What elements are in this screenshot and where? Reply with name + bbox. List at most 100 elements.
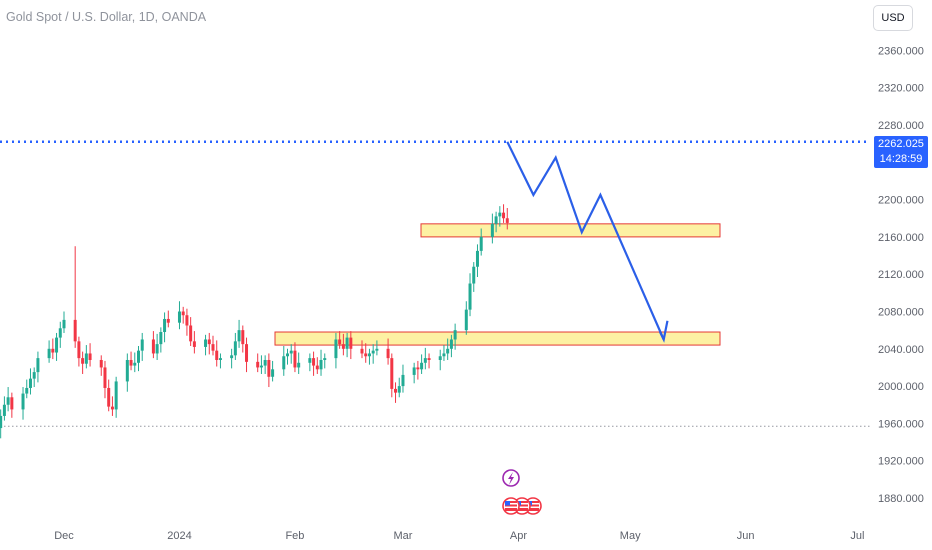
y-tick-label: 2360.000 xyxy=(878,45,924,57)
candle-body xyxy=(125,359,129,382)
candle-body xyxy=(468,283,472,310)
candle-body xyxy=(267,359,271,377)
candle-body xyxy=(192,341,196,347)
candle-body xyxy=(498,212,502,217)
candle-body xyxy=(207,339,211,345)
event-markers[interactable] xyxy=(502,469,542,515)
last-price-tag: 2262.025 14:28:59 xyxy=(874,136,928,168)
candle-body xyxy=(28,378,32,388)
candle-body xyxy=(341,344,345,349)
bar-countdown: 14:28:59 xyxy=(879,153,923,165)
zone-rectangle[interactable] xyxy=(420,223,721,238)
candle-body xyxy=(181,311,185,316)
candle-body xyxy=(338,339,342,345)
y-tick-label: 2320.000 xyxy=(878,83,924,95)
candle-body xyxy=(308,358,312,363)
x-axis[interactable]: Dec 2024 Feb Mar Apr May Jun Jul xyxy=(54,530,864,542)
candle-body xyxy=(502,212,506,219)
candle-body xyxy=(47,348,51,359)
projection-path xyxy=(506,141,669,343)
candle-body xyxy=(140,339,144,351)
candle-body xyxy=(364,353,368,357)
candle-body xyxy=(367,353,371,357)
candle-body xyxy=(151,339,155,354)
candle-body xyxy=(390,358,394,389)
candle-body xyxy=(446,348,450,354)
lightning-event-icon[interactable] xyxy=(502,469,520,487)
candle-body xyxy=(166,318,170,323)
candle-body xyxy=(189,325,193,342)
candle-body xyxy=(416,367,420,370)
candle-body xyxy=(375,348,379,351)
y-tick-label: 2280.000 xyxy=(878,120,924,132)
supply-demand-zones xyxy=(274,223,721,346)
candle-body xyxy=(334,339,338,359)
candle-body xyxy=(453,330,457,340)
y-tick-label: 2080.000 xyxy=(878,307,924,319)
candle-body xyxy=(282,356,286,370)
y-axis[interactable]: 2360.0002320.0002280.0002240.0002200.000… xyxy=(878,45,924,505)
y-tick-label: 1880.000 xyxy=(878,493,924,505)
candle-body xyxy=(394,388,398,393)
candle-body xyxy=(490,223,494,237)
candle-body xyxy=(289,350,293,354)
x-tick-label: Dec xyxy=(54,530,74,542)
candle-body xyxy=(420,362,424,370)
candle-body xyxy=(0,415,3,429)
candle-body xyxy=(211,344,215,351)
candle-body xyxy=(494,216,498,224)
candle-body xyxy=(177,311,181,323)
candle-body xyxy=(218,358,222,360)
currency-button[interactable]: USD xyxy=(873,5,913,31)
candle-body xyxy=(185,315,189,326)
candle-body xyxy=(423,358,427,363)
x-tick-label: Apr xyxy=(510,530,527,542)
x-tick-label: Feb xyxy=(285,530,304,542)
projection-polyline[interactable] xyxy=(506,141,665,340)
candle-body xyxy=(163,318,167,333)
candle-body xyxy=(479,236,483,251)
candle-body xyxy=(2,404,6,416)
projection-arrowhead xyxy=(659,320,669,343)
candle-body xyxy=(241,330,245,345)
y-tick-label: 2040.000 xyxy=(878,344,924,356)
candle-body xyxy=(25,387,29,394)
candle-body xyxy=(259,365,263,368)
candle-body xyxy=(6,397,10,405)
candle-body xyxy=(371,350,375,354)
candle-body xyxy=(245,344,249,362)
candle-body xyxy=(401,374,405,387)
candle-body xyxy=(449,339,453,349)
candlestick-series xyxy=(0,204,509,439)
zone-rectangle[interactable] xyxy=(274,331,721,346)
candle-body xyxy=(505,218,509,223)
y-tick-label: 2160.000 xyxy=(878,232,924,244)
candle-body xyxy=(271,369,275,377)
candle-body xyxy=(464,309,468,331)
candle-body xyxy=(315,365,319,370)
candle-body xyxy=(133,362,137,366)
candle-body xyxy=(84,353,88,364)
candle-body xyxy=(107,387,111,407)
candle-body xyxy=(349,337,353,349)
candle-body xyxy=(110,406,114,410)
candle-body xyxy=(58,328,62,338)
candle-body xyxy=(312,358,316,366)
chart-title: Gold Spot / U.S. Dollar, 1D, OANDA xyxy=(6,10,207,24)
candle-body xyxy=(204,339,208,347)
us-flag-event-icons[interactable] xyxy=(502,497,542,515)
candle-body xyxy=(32,372,36,379)
candle-body xyxy=(137,350,140,363)
candle-body xyxy=(81,358,85,364)
candle-body xyxy=(442,353,446,357)
candle-body xyxy=(10,397,14,410)
candle-body xyxy=(233,341,237,356)
y-tick-label: 2000.000 xyxy=(878,381,924,393)
candle-body xyxy=(297,362,301,368)
y-tick-label: 1960.000 xyxy=(878,418,924,430)
candle-body xyxy=(237,330,241,342)
candle-body xyxy=(397,386,401,393)
candle-body xyxy=(62,319,66,329)
candle-body xyxy=(159,332,163,345)
